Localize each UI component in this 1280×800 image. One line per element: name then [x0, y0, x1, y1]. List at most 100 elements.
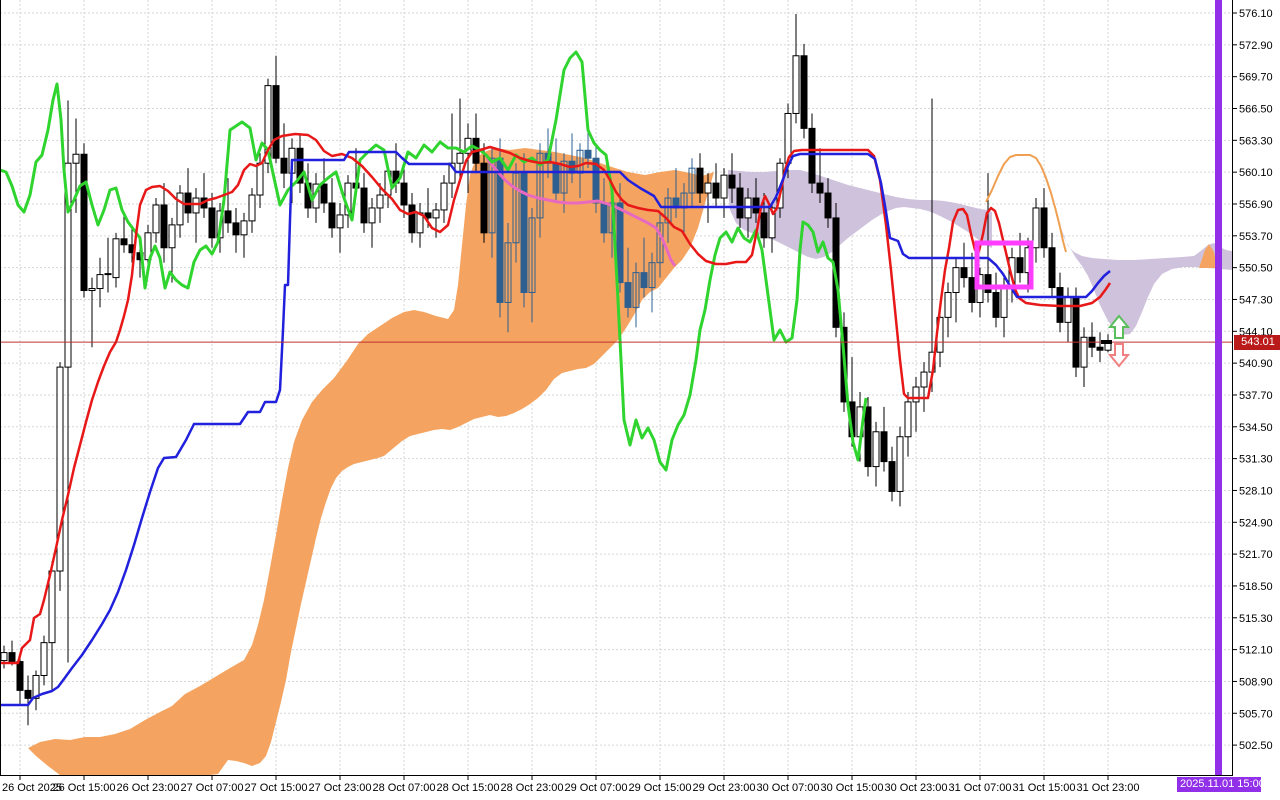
candle-body: [664, 197, 672, 224]
candle-body: [480, 162, 488, 234]
candle-body: [768, 207, 776, 239]
time-axis-label: 27 Oct 23:00: [309, 782, 372, 794]
candle-body: [120, 238, 128, 246]
candle-body: [208, 207, 216, 239]
candle-body: [824, 192, 832, 219]
time-axis-label: 28 Oct 07:00: [373, 782, 436, 794]
time-axis-label: 26 Oct 15:00: [53, 782, 116, 794]
candle-body: [616, 202, 624, 284]
price-axis-label: 512.10: [1239, 645, 1273, 657]
kumo-down-cloud-right: [1056, 215, 1232, 335]
candle-body: [360, 187, 368, 224]
candle-body: [1040, 207, 1048, 249]
candle-body: [448, 162, 456, 184]
time-separator-line[interactable]: [1215, 0, 1222, 777]
candle-body: [232, 222, 240, 236]
candle-body: [432, 209, 440, 219]
candle-body: [816, 182, 824, 194]
time-axis-label: 31 Oct 15:00: [1013, 782, 1076, 794]
price-axis-label: 550.50: [1239, 263, 1273, 275]
price-axis-panel[interactable]: [1233, 0, 1280, 800]
price-axis-label: 547.30: [1239, 294, 1273, 306]
candle-body: [0, 652, 8, 662]
candle-body: [152, 204, 160, 234]
candle-body: [808, 127, 816, 184]
candle-body: [1064, 296, 1072, 323]
candle-body: [944, 292, 952, 318]
candle-body: [280, 157, 288, 174]
time-axis-label: 29 Oct 07:00: [565, 782, 628, 794]
candle-body: [160, 204, 168, 249]
arrow-up-icon[interactable]: [1107, 314, 1131, 339]
price-axis-label: 556.90: [1239, 199, 1273, 211]
price-axis-label: 537.70: [1239, 390, 1273, 402]
last-price-dash: [1101, 340, 1112, 344]
candle-body: [872, 431, 880, 468]
candle-body: [496, 157, 504, 303]
candle-body: [80, 153, 88, 292]
candle-body: [536, 152, 544, 219]
candle-body: [632, 272, 640, 308]
candle-body: [640, 272, 648, 289]
candle-body: [704, 182, 712, 194]
time-axis-panel[interactable]: [0, 776, 1233, 800]
candle-body: [32, 674, 40, 699]
price-axis-label: 524.90: [1239, 517, 1273, 529]
candle-body: [1080, 336, 1088, 368]
candle-body: [176, 192, 184, 226]
candle-body: [224, 210, 232, 224]
last-bar-time-badge: 2025.11.01 15:00: [1177, 777, 1265, 792]
candle-body: [1048, 247, 1056, 289]
candle-body: [1032, 207, 1040, 249]
candle-body: [624, 282, 632, 308]
candle-body: [560, 160, 568, 194]
time-axis-label: 26 Oct 2025: [2, 782, 62, 794]
candle-body: [64, 162, 72, 368]
candle-body: [688, 167, 696, 194]
candle-body: [1072, 296, 1080, 368]
candle-body: [376, 194, 384, 209]
candle-body: [920, 371, 928, 388]
kijun-line: [0, 150, 1111, 707]
candle-body: [368, 207, 376, 224]
pink-line: [485, 157, 677, 267]
candle-body: [648, 262, 656, 289]
candle-body: [592, 157, 600, 204]
price-axis-label: 508.90: [1239, 676, 1273, 688]
price-axis-label: 569.70: [1239, 72, 1273, 84]
candle-body: [888, 461, 896, 492]
price-axis-label: 502.50: [1239, 740, 1273, 752]
candle-body: [528, 217, 536, 294]
candle-body: [96, 274, 104, 290]
candle-body: [440, 182, 448, 211]
candle-body: [400, 182, 408, 206]
candle-body: [296, 147, 304, 184]
price-axis-label: 505.70: [1239, 708, 1273, 720]
time-axis-label: 29 Oct 23:00: [693, 782, 756, 794]
candle-body: [408, 204, 416, 234]
time-axis-label: 28 Oct 15:00: [437, 782, 500, 794]
drawn-rectangle[interactable]: [974, 240, 1034, 290]
candle-body: [168, 224, 176, 249]
time-axis-label: 31 Oct 23:00: [1077, 782, 1140, 794]
candle-body: [456, 152, 464, 164]
time-axis-label: 30 Oct 15:00: [821, 782, 884, 794]
candle-body: [984, 274, 992, 294]
candle-body: [904, 401, 912, 438]
time-axis-label: 30 Oct 07:00: [757, 782, 820, 794]
candle-body: [1016, 257, 1024, 274]
candle-body: [264, 85, 272, 164]
time-axis-label: 28 Oct 23:00: [501, 782, 564, 794]
chikou-line: [0, 50, 868, 472]
price-axis-label: 515.30: [1239, 613, 1273, 625]
candle-body: [112, 238, 120, 279]
candle-body: [696, 167, 704, 194]
price-axis-label: 572.90: [1239, 40, 1273, 52]
arrow-down-icon[interactable]: [1107, 343, 1131, 368]
time-axis-label: 26 Oct 23:00: [117, 782, 180, 794]
candle-body: [720, 174, 728, 199]
candle-body: [48, 570, 56, 644]
time-axis-label: 29 Oct 15:00: [629, 782, 692, 794]
